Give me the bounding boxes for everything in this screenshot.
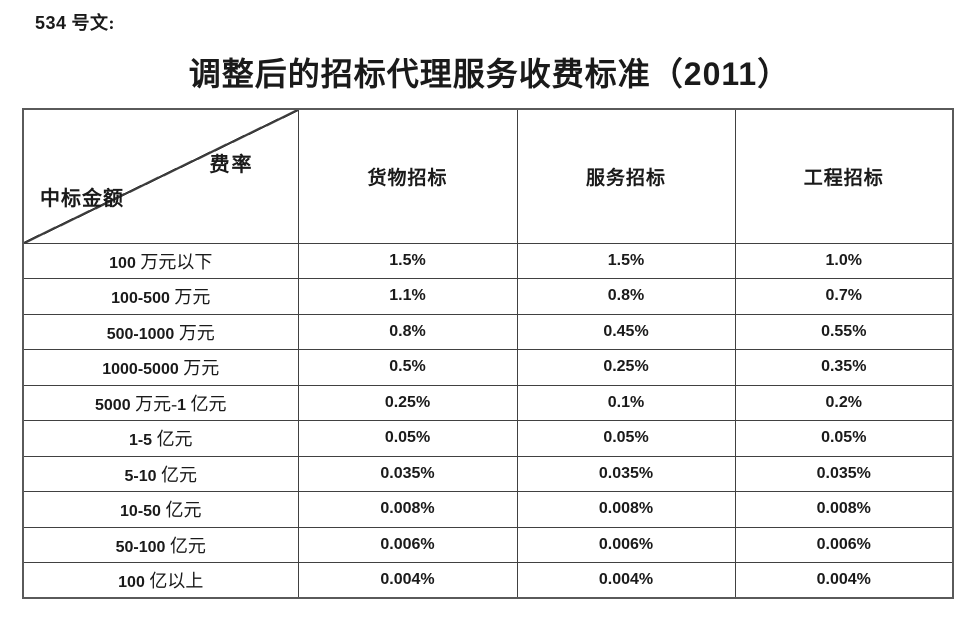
amount-cell: 1-5 亿元 <box>22 420 299 457</box>
amount-cell: 500-1000 万元 <box>22 313 299 350</box>
amount-cell: 5000 万元-1 亿元 <box>22 384 299 421</box>
table-row: 5-10 亿元 0.035% 0.035% 0.035% <box>22 455 954 492</box>
column-header-services: 服务招标 <box>516 108 736 244</box>
table-row: 100 万元以下 1.5% 1.5% 1.0% <box>22 242 954 279</box>
rate-cell: 0.035% <box>297 455 518 492</box>
amount-cell: 100-500 万元 <box>22 278 299 315</box>
numeric-text: 100-500 <box>111 290 170 308</box>
amount-cell: 1000-5000 万元 <box>22 349 299 386</box>
rate-cell: 0.006% <box>734 526 954 563</box>
table-row: 1-5 亿元 0.05% 0.05% 0.05% <box>22 420 954 457</box>
rate-cell: 0.006% <box>297 526 518 563</box>
numeric-text: 50-100 <box>115 538 166 556</box>
rate-cell: 0.008% <box>734 491 954 528</box>
rate-cell: 0.1% <box>516 384 736 421</box>
numeric-text: 1-5 <box>128 432 153 450</box>
rate-cell: 0.008% <box>297 491 518 528</box>
rate-cell: 0.008% <box>516 491 736 528</box>
numeric-text: 2011 <box>683 56 758 92</box>
doc-number-label: 534 号文: <box>35 13 116 33</box>
page-title: 调整后的招标代理服务收费标准（2011） <box>188 56 791 92</box>
table-row: 5000 万元-1 亿元 0.25% 0.1% 0.2% <box>22 384 954 421</box>
rate-cell: 0.004% <box>734 562 954 599</box>
rate-cell: 0.8% <box>297 313 518 350</box>
rate-cell: 0.25% <box>516 349 736 386</box>
table-body: 100 万元以下 1.5% 1.5% 1.0% 100-500 万元 1.1% 0.8% 0.… <box>22 242 954 599</box>
amount-cell: 50-100 亿元 <box>22 526 299 563</box>
amount-cell: 100 亿以上 <box>22 562 299 599</box>
rate-cell: 0.45% <box>516 313 736 350</box>
table-row: 1000-5000 万元 0.5% 0.25% 0.35% <box>22 349 954 386</box>
numeric-text: 5000 <box>95 396 131 414</box>
rate-cell: 0.2% <box>734 384 954 421</box>
rate-cell: 0.035% <box>516 455 736 492</box>
rate-cell: 1.1% <box>297 278 518 315</box>
table-row: 500-1000 万元 0.8% 0.45% 0.55% <box>22 313 954 350</box>
rate-cell: 0.05% <box>297 420 518 457</box>
corner-label-rate: 费率 <box>209 154 254 176</box>
table-header: 费率 中标金额 货物招标 服务招标 工程招标 <box>22 108 954 244</box>
fee-rate-table: 费率 中标金额 货物招标 服务招标 工程招标 100 万元以下 1.5% 1.5% 1… <box>22 108 954 599</box>
rate-cell: 0.8% <box>516 278 736 315</box>
numeric-text: 5-10 <box>124 467 157 485</box>
header-row: 费率 中标金额 货物招标 服务招标 工程招标 <box>22 108 954 244</box>
numeric-text: 1 <box>177 396 186 414</box>
rate-cell: 0.035% <box>734 455 954 492</box>
rate-cell: 0.55% <box>734 313 954 350</box>
rate-cell: 0.05% <box>516 420 736 457</box>
numeric-text: 100 <box>109 254 136 272</box>
column-header-engineering: 工程招标 <box>734 108 954 244</box>
table-row: 100 亿以上 0.004% 0.004% 0.004% <box>22 562 954 599</box>
numeric-text: 10-50 <box>120 503 161 521</box>
rate-cell: 0.004% <box>297 562 518 599</box>
amount-cell: 10-50 亿元 <box>22 491 299 528</box>
table-row: 100-500 万元 1.1% 0.8% 0.7% <box>22 278 954 315</box>
rate-cell: 1.5% <box>516 242 736 279</box>
rate-cell: 0.25% <box>297 384 518 421</box>
column-header-goods: 货物招标 <box>297 108 518 244</box>
corner-label-amount: 中标金额 <box>40 187 124 210</box>
rate-cell: 0.5% <box>297 349 518 386</box>
rate-cell: 0.7% <box>734 278 954 315</box>
table-row: 10-50 亿元 0.008% 0.008% 0.008% <box>22 491 954 528</box>
rate-cell: 1.5% <box>297 242 518 279</box>
rate-cell: 0.35% <box>734 349 954 386</box>
numeric-text: 534 <box>35 13 67 33</box>
rate-cell: 0.05% <box>734 420 954 457</box>
amount-cell: 100 万元以下 <box>22 242 299 279</box>
rate-cell: 1.0% <box>734 242 954 279</box>
rate-cell: 0.004% <box>516 562 736 599</box>
numeric-text: 100 <box>118 574 145 591</box>
diagonal-corner-cell: 费率 中标金额 <box>22 108 299 244</box>
numeric-text: 500-1000 <box>106 325 175 343</box>
table-row: 50-100 亿元 0.006% 0.006% 0.006% <box>22 526 954 563</box>
numeric-text: 1000-5000 <box>102 361 179 379</box>
rate-cell: 0.006% <box>516 526 736 563</box>
amount-cell: 5-10 亿元 <box>22 455 299 492</box>
